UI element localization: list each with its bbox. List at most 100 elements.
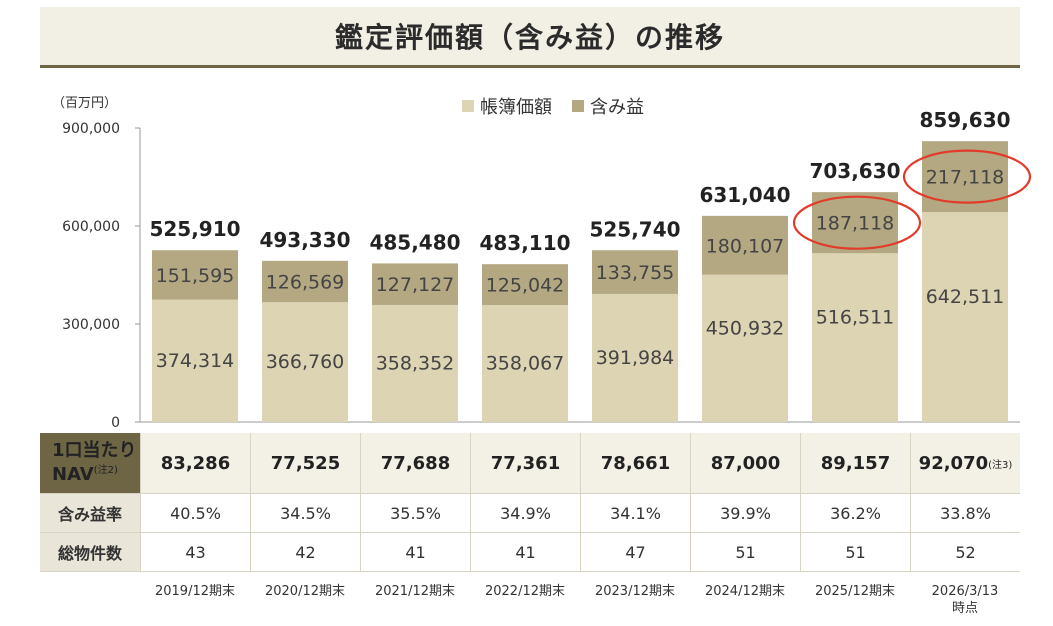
bar-unrealized-gain: [262, 260, 348, 303]
data-label-book-value: 374,314: [156, 350, 235, 372]
nav-value: 77,688: [380, 452, 451, 474]
nav-cell: 77,688: [360, 433, 470, 493]
bar-unrealized-gain: [812, 192, 898, 254]
annotation-circle: [792, 195, 922, 250]
annotation-circle: [902, 149, 1032, 204]
x-tick-label: 2022/12期末: [470, 583, 580, 617]
bar-book-value: [372, 304, 458, 422]
data-label-book-value: 358,352: [376, 352, 455, 374]
bar-unrealized-gain: [482, 264, 568, 306]
bar-unrealized-gain: [152, 250, 238, 300]
legend-label-unrealized-gain: 含み益: [590, 97, 644, 118]
legend-item-unrealized-gain: 含み益: [572, 93, 644, 119]
property-count-cell: 41: [360, 533, 470, 571]
bar-unrealized-gain: [702, 215, 788, 275]
nav-cell: 89,157: [800, 433, 910, 493]
nav-value: 92,070: [918, 452, 989, 474]
property-count-cell: 47: [580, 533, 690, 571]
x-tick-label-line: 2024/12期末: [704, 584, 785, 599]
data-label-book-value: 516,511: [816, 307, 895, 329]
x-tick-label: 2023/12期末: [580, 583, 690, 617]
nav-cell: 87,000: [690, 433, 800, 493]
property-count-header: 総物件数: [40, 533, 140, 571]
x-tick-label: 2026/3/13 時点: [910, 583, 1020, 617]
data-label-book-value: 366,760: [266, 351, 345, 373]
legend-swatch-book-value: [462, 100, 474, 112]
nav-cell: 77,361: [470, 433, 580, 493]
bar-book-value: [702, 274, 788, 422]
nav-value: 89,157: [820, 452, 891, 474]
bar-unrealized-gain: [592, 250, 678, 294]
x-tick-label-line: 2019/12期末: [154, 584, 235, 599]
bar-book-value: [482, 305, 568, 422]
nav-cell: 83,286: [140, 433, 250, 493]
unrealized-rate-cell: 35.5%: [360, 494, 470, 532]
property-count-cell: 51: [690, 533, 800, 571]
unrealized-rate-cell: 33.8%: [910, 494, 1020, 532]
page-title: 鑑定評価額（含み益）の推移: [334, 21, 725, 54]
nav-cell: 92,070 (注3): [910, 433, 1020, 493]
x-tick-label: 2024/12期末: [690, 583, 800, 617]
bar-book-value: [922, 212, 1008, 422]
unit-label: （百万円）: [52, 96, 118, 111]
data-label-unrealized-gain: 187,118: [816, 213, 895, 235]
bar-book-value: [262, 302, 348, 422]
unrealized-rate-cell: 39.9%: [690, 494, 800, 532]
chart-legend: 帳簿価額 含み益: [462, 93, 644, 119]
property-count-cell: 51: [800, 533, 910, 571]
data-label-unrealized-gain: 180,107: [706, 235, 785, 257]
data-label-unrealized-gain: 126,569: [266, 272, 345, 294]
x-tick-label-line: 2026/3/13: [931, 584, 999, 599]
y-tick-label: 0: [111, 415, 120, 431]
nav-value: 77,361: [490, 452, 561, 474]
data-label-book-value: 391,984: [596, 347, 675, 369]
x-tick-label-line: 2021/12期末: [374, 584, 455, 599]
unrealized-rate-cell: 34.5%: [250, 494, 360, 532]
data-label-unrealized-gain: 151,595: [156, 265, 235, 287]
bar-book-value: [812, 253, 898, 422]
bar-book-value: [592, 293, 678, 422]
y-tick-label: 600,000: [62, 219, 120, 235]
nav-cell: 77,525: [250, 433, 360, 493]
data-label-total: 483,110: [479, 231, 570, 255]
y-tick-label: 300,000: [62, 317, 120, 333]
metrics-table: 1口当たり NAV(注2) 83,286 77,525 77,688 77,36…: [40, 433, 1020, 572]
data-label-total: 525,740: [589, 217, 680, 241]
data-label-total: 485,480: [369, 230, 460, 254]
x-axis-labels: 2019/12期末 2020/12期末 2021/12期末 2022/12期末 2023…: [140, 583, 1020, 617]
nav-label-line2-wrap: NAV(注2): [52, 461, 118, 485]
property-count-cell: 41: [470, 533, 580, 571]
nav-row-header: 1口当たり NAV(注2): [40, 433, 140, 493]
x-tick-label-line: 2022/12期末: [484, 584, 565, 599]
nav-last-note: (注3): [988, 459, 1013, 471]
property-count-row: 総物件数 43 42 41 41 47 51 51 52: [40, 533, 1020, 572]
nav-value: 78,661: [600, 452, 671, 474]
property-count-cell: 52: [910, 533, 1020, 571]
nav-row: 1口当たり NAV(注2) 83,286 77,525 77,688 77,36…: [40, 433, 1020, 494]
stacked-bar-chart: 0 300,000 600,000 900,000 374,314 151,595 525,…: [62, 108, 1032, 431]
data-label-total: 525,910: [149, 217, 240, 241]
data-label-total: 493,330: [259, 228, 350, 252]
data-label-unrealized-gain: 125,042: [486, 275, 565, 297]
legend-label-book-value: 帳簿価額: [480, 97, 552, 118]
x-tick-label: 2020/12期末: [250, 583, 360, 617]
unrealized-rate-cell: 34.9%: [470, 494, 580, 532]
x-tick-label-line: 2020/12期末: [264, 584, 345, 599]
data-label-unrealized-gain: 127,127: [376, 274, 455, 296]
x-tick-label-line: 2023/12期末: [594, 584, 675, 599]
data-label-book-value: 358,067: [486, 353, 565, 375]
x-tick-label: 2025/12期末: [800, 583, 910, 617]
nav-label-line2: NAV: [52, 464, 94, 485]
data-label-total: 703,630: [809, 159, 900, 183]
nav-label-note: (注2): [93, 465, 118, 476]
unrealized-rate-cell: 36.2%: [800, 494, 910, 532]
unrealized-rate-cell: 40.5%: [140, 494, 250, 532]
unrealized-rate-cell: 34.1%: [580, 494, 690, 532]
data-label-total: 859,630: [919, 108, 1010, 132]
data-label-book-value: 450,932: [706, 317, 785, 339]
unrealized-rate-header: 含み益率: [40, 494, 140, 532]
x-tick-label-line: 時点: [951, 601, 978, 616]
property-count-cell: 42: [250, 533, 360, 571]
title-bar: 鑑定評価額（含み益）の推移: [40, 7, 1020, 68]
bar-unrealized-gain: [372, 263, 458, 305]
